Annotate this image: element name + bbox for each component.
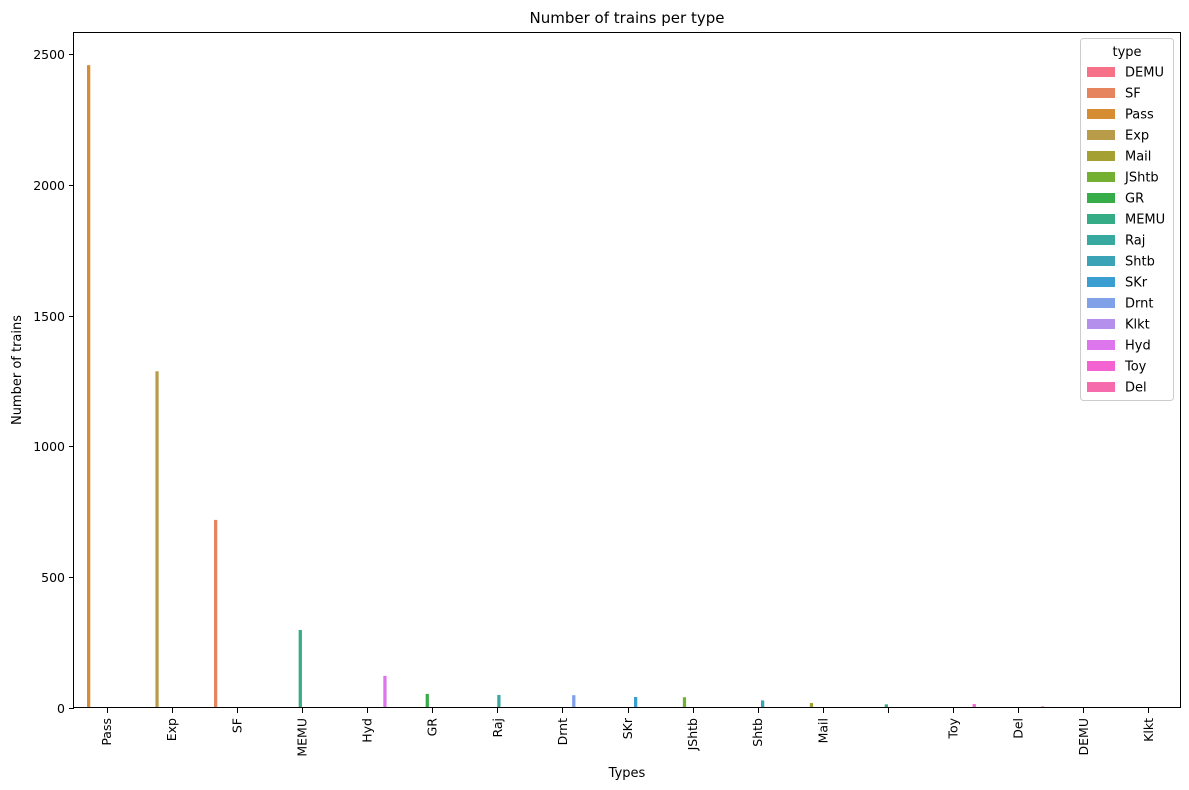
bar-MEMU-MEMU: [298, 630, 302, 708]
legend-box: [1080, 38, 1174, 401]
y-tick-label: 2500: [33, 47, 65, 62]
legend-label: SKr: [1125, 276, 1148, 291]
x-tick-label: Raj: [490, 718, 505, 738]
bar-unlabeled-MEMU: [884, 704, 888, 708]
x-tick-label: GR: [425, 718, 440, 737]
y-axis-title: Number of trains: [10, 315, 25, 425]
legend-swatch: [1087, 340, 1115, 350]
bar-Shtb-Shtb: [760, 700, 765, 708]
plot-frame: [73, 32, 1181, 708]
legend-label: Hyd: [1125, 339, 1151, 354]
legend-swatch: [1087, 88, 1115, 98]
legend-swatch: [1087, 277, 1115, 287]
x-tick-label: Klkt: [1141, 718, 1156, 742]
legend-label: Shtb: [1125, 255, 1155, 270]
x-axis-title: Types: [608, 766, 646, 781]
legend-swatch: [1087, 172, 1115, 182]
legend-label: Klkt: [1125, 318, 1150, 333]
x-tick-label: Hyd: [360, 718, 375, 743]
legend-swatch: [1087, 67, 1115, 77]
bar-SF-SF: [214, 519, 218, 708]
bar-SKr-SKr: [634, 697, 638, 708]
y-tick-label: 1000: [33, 439, 65, 454]
legend-label: Exp: [1125, 129, 1149, 144]
legend-swatch: [1087, 256, 1115, 266]
x-tick-label: Exp: [164, 718, 179, 741]
x-tick-label: MEMU: [294, 718, 309, 757]
legend-swatch: [1087, 109, 1115, 119]
bar-JShtb-JShtb: [682, 697, 687, 708]
legend-swatch: [1087, 193, 1115, 203]
y-axis: 0 500 1000 1500 2000 2500: [33, 47, 74, 716]
y-tick-label: 0: [57, 701, 65, 716]
x-tick-label: JShtb: [685, 718, 700, 751]
legend-label: Mail: [1125, 150, 1151, 165]
legend-label: Drnt: [1125, 297, 1153, 312]
bar-Hyd-Hyd: [383, 675, 387, 708]
x-tick-label: DEMU: [1076, 718, 1091, 755]
legend-label: DEMU: [1125, 66, 1164, 81]
legend-swatch: [1087, 361, 1115, 371]
chart-title: Number of trains per type: [530, 9, 725, 27]
legend-label: Pass: [1125, 108, 1154, 123]
legend-swatch: [1087, 319, 1115, 329]
bar-Exp-Exp: [155, 371, 159, 708]
legend-swatch: [1087, 130, 1115, 140]
legend-swatch: [1087, 151, 1115, 161]
y-tick-label: 500: [41, 570, 65, 585]
x-axis: Pass Exp SF MEMU Hyd GR Raj Drnt SKr JShtb Shtb Mai…: [99, 708, 1156, 757]
bar-Drnt-Drnt: [572, 695, 576, 708]
x-tick-label: Shtb: [750, 718, 765, 747]
x-tick-label: Mail: [815, 718, 830, 743]
legend-label: Del: [1125, 381, 1147, 396]
legend-label: MEMU: [1125, 213, 1165, 228]
legend-swatch: [1087, 235, 1115, 245]
x-tick-label: Drnt: [555, 718, 570, 745]
x-tick-label: Pass: [99, 718, 114, 746]
x-tick-label: Toy: [946, 717, 961, 739]
x-tick-label: SF: [229, 718, 244, 733]
legend-swatch: [1087, 298, 1115, 308]
y-tick-label: 1500: [33, 309, 65, 324]
legend-swatch: [1087, 214, 1115, 224]
bar-GR-GR: [425, 693, 429, 708]
bar-Mail-Mail: [809, 703, 814, 708]
x-tick-label: Del: [1011, 718, 1026, 739]
bar-Pass-Pass: [87, 65, 91, 709]
legend-items: DEMU SF Pass Exp Mail JShtb GR MEMU Raj Shtb SKr Dr…: [1087, 66, 1165, 396]
bar-Raj-Raj: [497, 694, 501, 708]
legend-label: GR: [1125, 192, 1144, 207]
legend-label: Toy: [1124, 360, 1147, 375]
legend: type DEMU SF Pass Exp Mail JShtb GR MEMU Raj Shtb…: [1080, 38, 1174, 401]
legend-label: Raj: [1125, 234, 1145, 249]
legend-swatch: [1087, 382, 1115, 392]
legend-label: SF: [1125, 87, 1141, 102]
y-tick-label: 2000: [33, 178, 65, 193]
bars: [87, 65, 1165, 709]
x-tick-label: SKr: [620, 717, 635, 739]
bar-Toy-Toy: [972, 704, 976, 708]
legend-title: type: [1112, 45, 1141, 60]
legend-label: JShtb: [1124, 171, 1159, 186]
